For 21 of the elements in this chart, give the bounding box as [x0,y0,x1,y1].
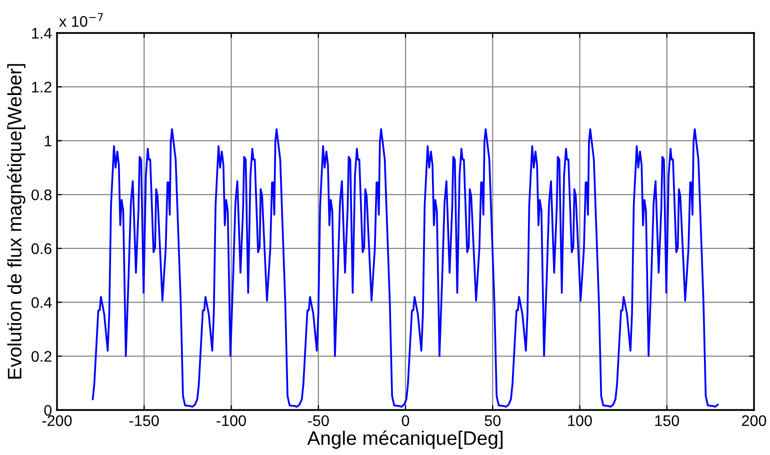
y-tick-label: 0 [44,404,52,416]
text: x 10$^{−7}$ [59,13,103,27]
y-tick-label: 1 [44,136,52,146]
x-axis-title: Angle mécanique[Deg] [307,430,502,449]
y-tick-label: 1.2 [32,82,52,92]
x-tick-label: 100 [568,415,592,426]
y-tick-label: 1.4 [32,28,52,39]
x-tick-label: 200 [742,415,766,426]
x-tick-label: 50 [484,415,501,426]
y-tick-label: 0.6 [32,243,52,254]
line-series [92,128,719,408]
x-tick-label: -100 [216,415,246,426]
x-tick-label: -200 [42,415,72,426]
x-tick-label: -50 [308,415,329,426]
x-tick-label: 0 [402,415,410,426]
y-tick-label: 0.2 [32,351,52,362]
x-tick-label: 150 [655,415,680,426]
y-tick-label: 0.8 [32,189,52,200]
y-axis-title: Evolution de flux magnétique[Weber] [6,64,26,379]
y-tick-label: 0.4 [32,297,52,308]
x-tick-label: -150 [130,415,159,426]
